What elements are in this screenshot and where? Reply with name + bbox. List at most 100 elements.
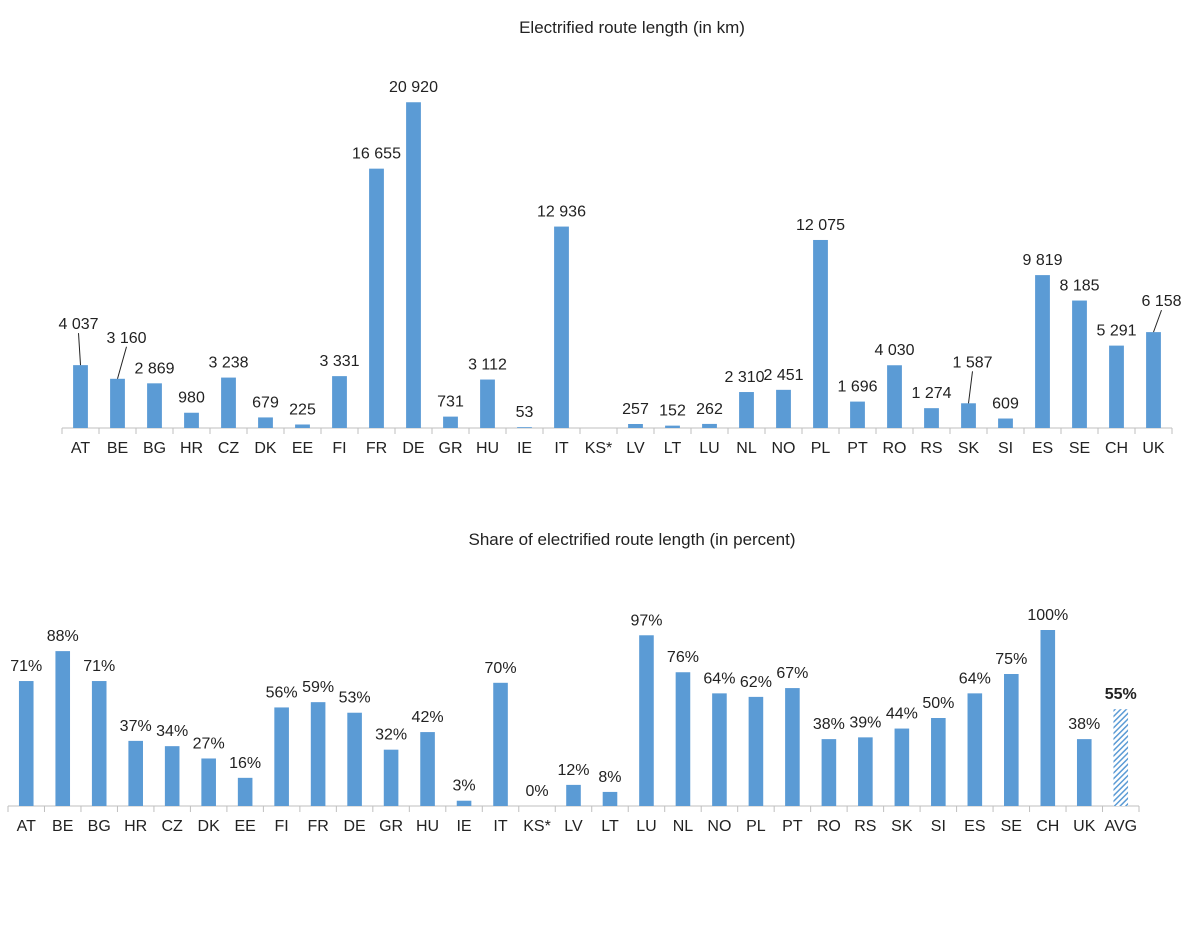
data-label-ro: 38%	[813, 716, 845, 733]
data-label-ie: 3%	[452, 778, 475, 795]
data-label-dk: 679	[252, 394, 279, 411]
bar-at	[18, 681, 34, 806]
data-label-be: 88%	[47, 628, 79, 645]
bar-rs	[858, 737, 873, 806]
bar-ro	[887, 365, 902, 428]
x-tick-label-nl: NL	[736, 440, 757, 457]
data-label-no: 2 451	[763, 367, 803, 384]
bar-pl	[748, 696, 764, 806]
x-tick-label-bg: BG	[143, 440, 166, 457]
bar-it	[493, 682, 508, 806]
data-label-pt: 67%	[776, 665, 808, 682]
x-tick-label-pt: PT	[782, 818, 803, 835]
data-label-lu: 97%	[630, 612, 662, 629]
data-label-uk: 6 158	[1141, 293, 1181, 310]
bar-lt	[665, 425, 680, 428]
bar-lv	[566, 784, 581, 806]
chart-title: Electrified route length (in km)	[519, 18, 745, 37]
data-label-si: 609	[992, 396, 1019, 413]
x-tick-label-lu: LU	[699, 440, 719, 457]
bar-lt	[602, 791, 618, 806]
x-tick-label-de: DE	[343, 818, 365, 835]
data-label-rs: 39%	[849, 714, 881, 731]
bar-lu	[639, 635, 654, 806]
bar-bg	[91, 681, 107, 806]
bar-es	[967, 693, 983, 806]
bar-nl	[675, 672, 691, 806]
x-tick-label-no: NO	[772, 440, 796, 457]
bar-ie	[517, 427, 532, 428]
label-leader-line	[117, 346, 127, 379]
bar-no	[712, 693, 727, 806]
x-tick-label-sk: SK	[891, 818, 913, 835]
bar-cz	[221, 377, 236, 428]
x-tick-label-gr: GR	[439, 440, 463, 457]
data-label-lv: 12%	[557, 762, 589, 779]
bar-rs	[924, 408, 939, 428]
x-tick-label-at: AT	[71, 440, 90, 457]
data-label-no: 64%	[703, 670, 735, 687]
x-tick-label-gr: GR	[379, 818, 403, 835]
electrified-route-length-chart: Electrified route length (in km) 4 037 3 …	[58, 18, 1181, 457]
x-tick-label-ks: KS*	[585, 440, 613, 457]
bar-gr	[383, 749, 399, 806]
label-leader-line	[1153, 309, 1162, 333]
data-label-at: 4 037	[58, 316, 98, 333]
data-label-at: 71%	[10, 658, 42, 675]
bar-avg	[1113, 709, 1129, 806]
label-leader-line	[78, 333, 81, 366]
data-label-es: 9 819	[1022, 252, 1062, 269]
x-tick-label-cz: CZ	[218, 440, 240, 457]
x-tick-label-avg: AVG	[1104, 818, 1137, 835]
data-label-fr: 59%	[302, 679, 334, 696]
bar-lv	[628, 423, 643, 428]
data-label-bg: 71%	[83, 658, 115, 675]
data-label-se: 8 185	[1059, 278, 1099, 295]
x-tick-label-pl: PL	[746, 818, 766, 835]
bar-pt	[785, 688, 800, 806]
data-label-group: 71%88%71%37% 34%27%16%56% 59%53%32%42%3%70…	[10, 607, 1137, 800]
data-label-pt: 1 696	[837, 379, 877, 396]
x-tick-label-lt: LT	[664, 440, 682, 457]
bar-fi	[274, 707, 289, 806]
bar-sk	[961, 403, 976, 428]
bar-bg	[147, 383, 162, 428]
bar-group	[73, 102, 1161, 429]
bar-dk	[201, 758, 216, 806]
x-tick-label-rs: RS	[920, 440, 942, 457]
data-label-nl: 2 310	[724, 369, 764, 386]
bar-de	[347, 712, 362, 806]
bar-hu	[480, 379, 495, 428]
x-tick-label-lu: LU	[636, 818, 656, 835]
bar-ch	[1109, 345, 1124, 428]
data-label-lt: 152	[659, 403, 686, 420]
bar-at	[73, 365, 88, 428]
bar-cz	[164, 746, 180, 806]
data-label-pl: 12 075	[796, 217, 845, 234]
bar-it	[554, 226, 569, 428]
x-tick-label-sk: SK	[958, 440, 980, 457]
x-tick-label-nl: NL	[673, 818, 694, 835]
data-label-dk: 27%	[193, 735, 225, 752]
data-label-hu: 3 112	[468, 357, 507, 374]
data-label-se: 75%	[995, 651, 1027, 668]
data-label-fi: 3 331	[319, 353, 359, 370]
bar-se	[1004, 674, 1019, 806]
bar-ro	[821, 739, 837, 806]
bar-ee	[295, 424, 310, 428]
x-tick-label-uk: UK	[1142, 440, 1165, 457]
data-label-ch: 5 291	[1096, 323, 1136, 340]
bar-nl	[739, 392, 754, 428]
x-tick-label-pl: PL	[811, 440, 831, 457]
bar-fi	[332, 376, 347, 428]
x-tick-label-hu: HU	[476, 440, 499, 457]
x-tick-label-uk: UK	[1073, 818, 1096, 835]
x-tick-label-ie: IE	[517, 440, 532, 457]
x-tick-label-lt: LT	[601, 818, 619, 835]
bar-uk	[1076, 739, 1092, 806]
data-label-ee: 16%	[229, 755, 261, 772]
x-tick-label-cz: CZ	[162, 818, 184, 835]
bar-hr	[128, 740, 143, 806]
x-tick-label-fi: FI	[275, 818, 289, 835]
